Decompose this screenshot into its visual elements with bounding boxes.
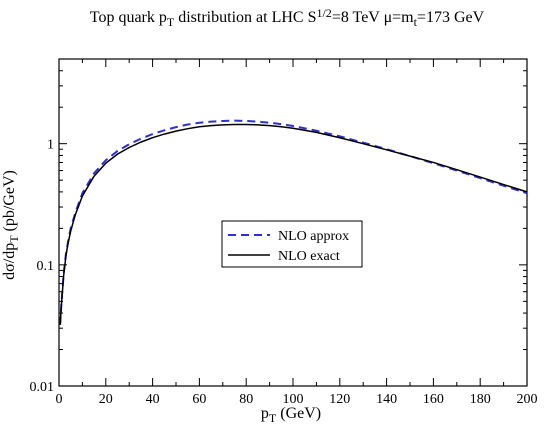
y-tick-label: 1 <box>47 138 54 153</box>
x-tick-label: 140 <box>376 392 397 407</box>
y-axis-label-main: dσ/dp <box>1 243 18 280</box>
chart-title-main: Top quark p <box>90 9 167 26</box>
chart-title-tail: =173 GeV <box>417 9 485 26</box>
y-tick-label: 0.01 <box>30 380 55 395</box>
x-tick-label: 200 <box>517 392 538 407</box>
chart-title-after-sup: =8 TeV μ=m <box>332 9 414 26</box>
chart-title: Top quark pT distribution at LHC S1/2=8 … <box>90 6 485 29</box>
y-axis-label-tail: (pb/GeV) <box>1 170 18 235</box>
x-axis-label-main: p <box>261 405 269 422</box>
chart-title-middle: distribution at LHC S <box>174 9 316 26</box>
series-line-nlo-exact <box>59 123 528 325</box>
plot-area: 0 20 40 60 80 100 120 140 160 180 200 0.01 0.1 1 NLO a… <box>30 58 538 407</box>
y-tick-label: 0.1 <box>37 259 55 274</box>
chart-title-sup: 1/2 <box>316 6 331 20</box>
x-tick-label: 120 <box>329 392 350 407</box>
x-tick-label: 180 <box>470 392 491 407</box>
legend-entry: NLO approx <box>278 229 349 244</box>
chart-title-after-sub: t <box>414 15 418 29</box>
chart-title-main-sub: T <box>167 15 175 29</box>
x-tick-label: 100 <box>283 392 304 407</box>
x-tick-label: 60 <box>192 392 206 407</box>
y-axis-label-sub: T <box>7 235 21 243</box>
x-tick-label: 160 <box>423 392 444 407</box>
x-tick-label: 0 <box>56 392 63 407</box>
x-tick-label: 40 <box>146 392 160 407</box>
legend-entry: NLO exact <box>278 249 340 264</box>
x-tick-label: 20 <box>99 392 113 407</box>
legend-box <box>221 220 363 268</box>
x-axis-label-tail: (GeV) <box>276 405 321 422</box>
x-tick-label: 80 <box>239 392 253 407</box>
legend: NLO approx NLO exact <box>221 220 363 268</box>
x-axis-label: pT (GeV) <box>261 405 321 425</box>
x-axis-label-sub: T <box>269 411 277 425</box>
y-axis-label: dσ/dpT (pb/GeV) <box>1 170 21 280</box>
